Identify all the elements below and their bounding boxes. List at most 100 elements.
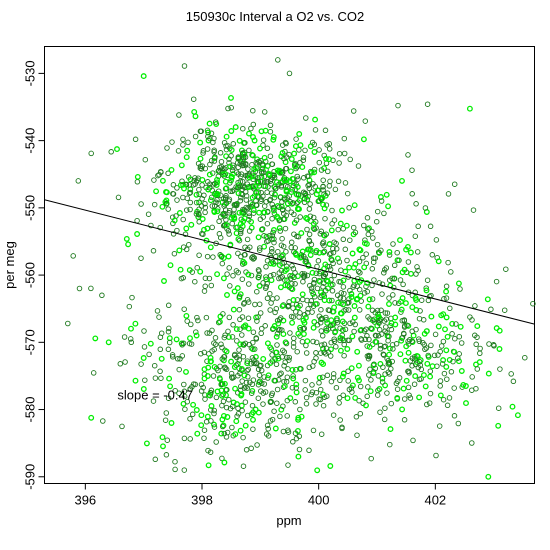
data-point bbox=[510, 378, 517, 385]
data-point bbox=[408, 270, 414, 277]
data-point bbox=[221, 459, 228, 466]
data-point bbox=[272, 258, 279, 265]
data-point bbox=[290, 375, 297, 382]
data-point bbox=[211, 363, 218, 370]
data-point bbox=[257, 145, 263, 152]
data-point bbox=[394, 394, 401, 401]
data-point bbox=[281, 363, 287, 369]
data-point bbox=[320, 201, 327, 208]
data-point bbox=[407, 249, 414, 256]
data-point bbox=[341, 341, 347, 348]
data-point bbox=[309, 288, 315, 295]
data-point bbox=[198, 388, 205, 394]
data-point bbox=[269, 358, 276, 364]
data-point bbox=[424, 277, 431, 283]
data-point bbox=[300, 331, 307, 337]
data-point bbox=[235, 190, 242, 197]
data-point bbox=[429, 363, 436, 370]
data-point bbox=[186, 182, 192, 188]
data-point bbox=[244, 236, 251, 243]
data-point bbox=[191, 108, 198, 115]
data-point bbox=[172, 466, 178, 473]
data-point bbox=[378, 307, 384, 314]
data-point bbox=[194, 314, 200, 321]
data-point bbox=[335, 226, 341, 233]
data-point bbox=[220, 223, 227, 229]
data-point bbox=[381, 344, 387, 350]
data-point bbox=[163, 410, 170, 416]
data-point bbox=[231, 214, 238, 221]
data-point bbox=[394, 386, 401, 392]
data-point bbox=[440, 357, 447, 364]
data-point bbox=[277, 315, 284, 321]
data-point bbox=[382, 310, 389, 316]
data-point bbox=[250, 377, 257, 383]
data-point bbox=[179, 342, 185, 348]
data-point bbox=[216, 218, 222, 225]
data-point bbox=[264, 145, 271, 152]
data-point bbox=[115, 194, 122, 201]
data-point bbox=[334, 317, 340, 323]
data-point bbox=[193, 329, 199, 335]
data-point bbox=[239, 407, 245, 414]
data-point bbox=[157, 224, 163, 231]
data-point bbox=[325, 326, 332, 332]
data-point bbox=[288, 239, 295, 246]
data-point bbox=[413, 201, 419, 207]
data-point bbox=[424, 360, 431, 367]
data-point bbox=[328, 227, 335, 234]
data-point bbox=[185, 139, 191, 146]
data-point bbox=[216, 318, 223, 325]
data-point bbox=[303, 258, 310, 264]
data-point bbox=[288, 285, 295, 292]
data-point bbox=[310, 290, 317, 297]
data-point bbox=[310, 181, 316, 187]
data-point bbox=[199, 163, 206, 169]
data-point bbox=[249, 387, 256, 394]
data-point bbox=[241, 342, 247, 348]
data-point bbox=[272, 378, 279, 384]
data-point bbox=[266, 170, 272, 177]
data-point bbox=[444, 333, 451, 340]
data-point bbox=[473, 341, 479, 348]
data-point bbox=[261, 179, 268, 185]
data-point bbox=[276, 181, 282, 187]
data-point bbox=[370, 259, 377, 265]
data-point bbox=[295, 233, 302, 240]
data-point bbox=[223, 143, 229, 149]
data-point bbox=[336, 150, 343, 157]
data-point bbox=[469, 440, 475, 446]
data-point bbox=[386, 333, 392, 340]
data-point bbox=[323, 351, 329, 357]
data-point bbox=[199, 176, 206, 183]
data-point bbox=[321, 280, 327, 286]
data-point bbox=[409, 363, 415, 369]
data-point bbox=[260, 162, 266, 169]
data-point bbox=[399, 269, 406, 276]
data-point bbox=[416, 358, 423, 365]
data-point bbox=[157, 168, 164, 175]
data-point bbox=[187, 416, 193, 422]
data-point bbox=[228, 214, 235, 221]
data-point bbox=[215, 206, 221, 212]
data-point bbox=[254, 442, 260, 448]
data-point bbox=[304, 196, 311, 203]
data-point bbox=[242, 140, 248, 146]
data-point bbox=[323, 231, 329, 237]
data-point bbox=[399, 295, 406, 302]
data-point bbox=[276, 225, 283, 232]
data-point bbox=[99, 292, 105, 299]
data-point bbox=[75, 178, 82, 184]
data-point bbox=[293, 217, 300, 223]
data-point bbox=[228, 104, 234, 111]
data-point bbox=[198, 166, 205, 172]
data-point bbox=[316, 159, 323, 166]
data-point bbox=[473, 385, 479, 392]
data-point bbox=[422, 383, 429, 390]
data-point bbox=[289, 366, 296, 373]
data-point bbox=[407, 395, 414, 401]
data-point bbox=[158, 355, 165, 362]
data-point bbox=[189, 411, 196, 418]
data-point bbox=[418, 366, 425, 373]
data-point bbox=[267, 128, 274, 135]
